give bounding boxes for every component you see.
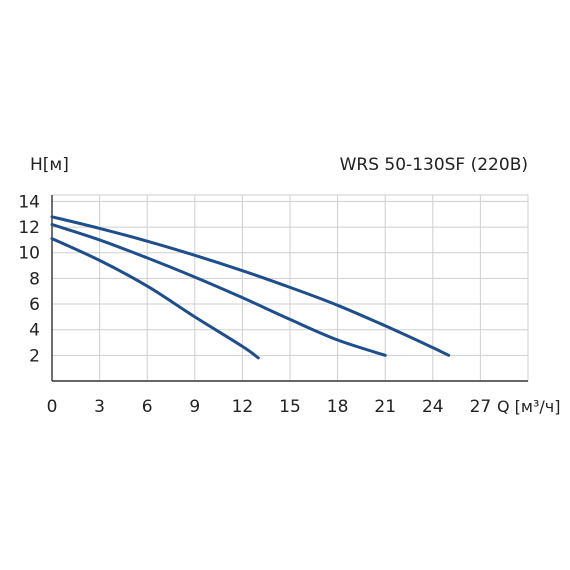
x-tick-label: 3 [94,397,105,417]
series-line-2 [50,223,387,357]
y-tick-label: 14 [18,192,40,212]
x-axis-title: Q [м³/ч] [497,397,561,416]
grid [52,194,529,381]
x-tick-label: 12 [232,397,254,417]
x-tick-label: 9 [189,397,200,417]
y-tick-label: 6 [29,295,40,315]
x-tick-label: 15 [279,397,301,417]
y-tick-label: 12 [18,218,40,238]
y-tick-label: 4 [29,321,40,341]
y-tick-label: 10 [18,244,40,264]
y-tick-label: 2 [29,346,40,366]
x-tick-label: 24 [422,397,444,417]
y-axis-title: H[м] [30,155,69,175]
series-line-3 [50,215,451,357]
series [50,215,451,360]
y-ticks: 2 4 6 8 10 12 14 [18,192,40,366]
x-tick-label: 18 [327,397,349,417]
x-tick-label: 6 [142,397,153,417]
chart-title: WRS 50-130SF (220В) [340,155,528,175]
y-tick-label: 8 [29,269,40,289]
x-tick-label: 27 [470,397,492,417]
x-ticks: 0 3 6 9 12 15 18 21 24 27 [47,397,492,417]
x-tick-label: 0 [47,397,58,417]
x-tick-label: 21 [374,397,396,417]
series-line-1 [50,237,260,360]
